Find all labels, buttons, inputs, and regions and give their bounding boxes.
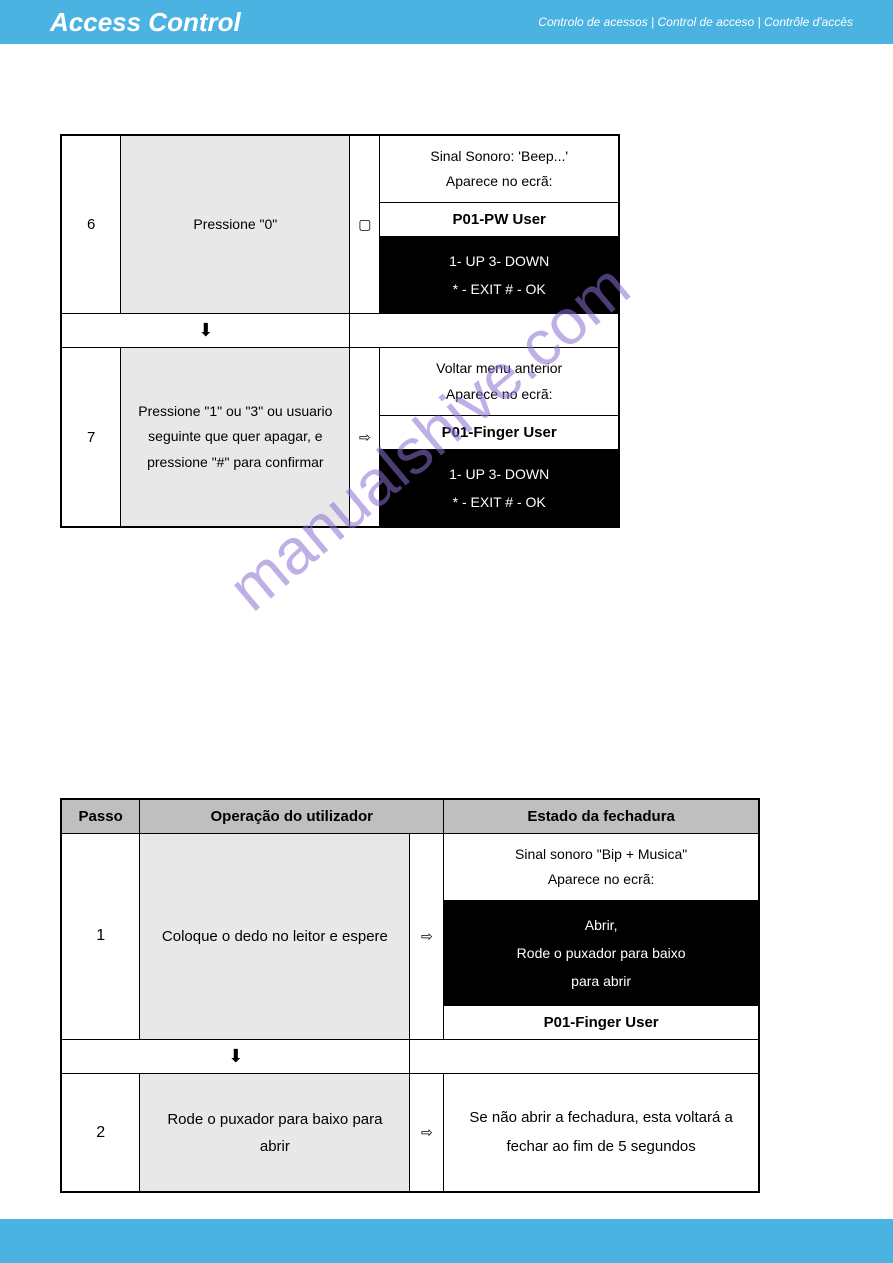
- col-header-operacao: Operação do utilizador: [140, 799, 444, 834]
- arrow-cell: ▢: [350, 135, 380, 314]
- footer-banner: [0, 1219, 893, 1263]
- state-line: Abrir,: [448, 911, 754, 939]
- step-number: 1: [61, 833, 140, 1039]
- step-number: 2: [61, 1074, 140, 1193]
- arrow-row: ⬇: [61, 314, 619, 348]
- operation-cell: Rode o puxador para baixo para abrir: [140, 1074, 410, 1193]
- table-header-row: Passo Operação do utilizador Estado da f…: [61, 799, 759, 834]
- arrow-cell: ⇨: [410, 1074, 444, 1193]
- empty-cell: [410, 1040, 759, 1074]
- state-line: Voltar menu anterior: [384, 356, 614, 381]
- state-mid: P01-Finger User: [380, 416, 618, 450]
- col-header-estado: Estado da fechadura: [444, 799, 759, 834]
- state-line: Aparece no ecrã:: [384, 169, 614, 194]
- state-cell: Voltar menu anterior Aparece no ecrã: P0…: [380, 348, 619, 527]
- down-arrow-cell: ⬇: [61, 1040, 410, 1074]
- state-line: 1- UP 3- DOWN: [384, 460, 614, 488]
- state-line: * - EXIT # - OK: [384, 275, 614, 303]
- state-line: Sinal Sonoro: 'Beep...': [384, 144, 614, 169]
- state-line: * - EXIT # - OK: [384, 488, 614, 516]
- state-line: para abrir: [448, 967, 754, 995]
- header-banner: Access Control Controlo de acessos | Con…: [0, 0, 893, 44]
- state-top: Sinal Sonoro: 'Beep...' Aparece no ecrã:: [380, 136, 618, 203]
- page-content: 6 Pressione "0" ▢ Sinal Sonoro: 'Beep...…: [0, 44, 893, 1253]
- table-row: 6 Pressione "0" ▢ Sinal Sonoro: 'Beep...…: [61, 135, 619, 314]
- instruction-table-2: Passo Operação do utilizador Estado da f…: [60, 798, 760, 1193]
- table-row: 7 Pressione "1" ou "3" ou usuario seguin…: [61, 348, 619, 527]
- state-black: Abrir, Rode o puxador para baixo para ab…: [444, 901, 758, 1006]
- state-cell: Sinal Sonoro: 'Beep...' Aparece no ecrã:…: [380, 135, 619, 314]
- header-title: Access Control: [50, 7, 241, 38]
- operation-cell: Pressione "0": [121, 135, 350, 314]
- step-number: 6: [61, 135, 121, 314]
- header-subtitle: Controlo de acessos | Control de acceso …: [538, 15, 853, 29]
- state-mid: P01-PW User: [380, 203, 618, 237]
- state-line: Aparece no ecrã:: [448, 867, 754, 892]
- state-plain: Se não abrir a fechadura, esta voltará a…: [444, 1074, 759, 1193]
- operation-cell: Coloque o dedo no leitor e espere: [140, 833, 410, 1039]
- state-black: 1- UP 3- DOWN * - EXIT # - OK: [380, 237, 618, 313]
- instruction-table-1: 6 Pressione "0" ▢ Sinal Sonoro: 'Beep...…: [60, 134, 620, 528]
- state-line: Aparece no ecrã:: [384, 382, 614, 407]
- arrow-cell: ⇨: [410, 833, 444, 1039]
- down-arrow-cell: ⬇: [61, 314, 350, 348]
- state-mid: P01-Finger User: [444, 1006, 758, 1039]
- empty-cell: [350, 314, 619, 348]
- state-line: Rode o puxador para baixo: [448, 939, 754, 967]
- arrow-row: ⬇: [61, 1040, 759, 1074]
- step-number: 7: [61, 348, 121, 527]
- state-line: 1- UP 3- DOWN: [384, 247, 614, 275]
- table-row: 1 Coloque o dedo no leitor e espere ⇨ Si…: [61, 833, 759, 1039]
- state-black: 1- UP 3- DOWN * - EXIT # - OK: [380, 450, 618, 526]
- state-cell: Sinal sonoro "Bip + Musica" Aparece no e…: [444, 833, 759, 1039]
- operation-cell: Pressione "1" ou "3" ou usuario seguinte…: [121, 348, 350, 527]
- arrow-cell: ⇨: [350, 348, 380, 527]
- table-row: 2 Rode o puxador para baixo para abrir ⇨…: [61, 1074, 759, 1193]
- state-line: Sinal sonoro "Bip + Musica": [448, 842, 754, 867]
- state-top: Sinal sonoro "Bip + Musica" Aparece no e…: [444, 834, 758, 901]
- col-header-passo: Passo: [61, 799, 140, 834]
- state-top: Voltar menu anterior Aparece no ecrã:: [380, 348, 618, 415]
